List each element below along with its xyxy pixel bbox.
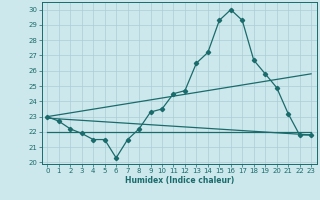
X-axis label: Humidex (Indice chaleur): Humidex (Indice chaleur)	[124, 176, 234, 185]
